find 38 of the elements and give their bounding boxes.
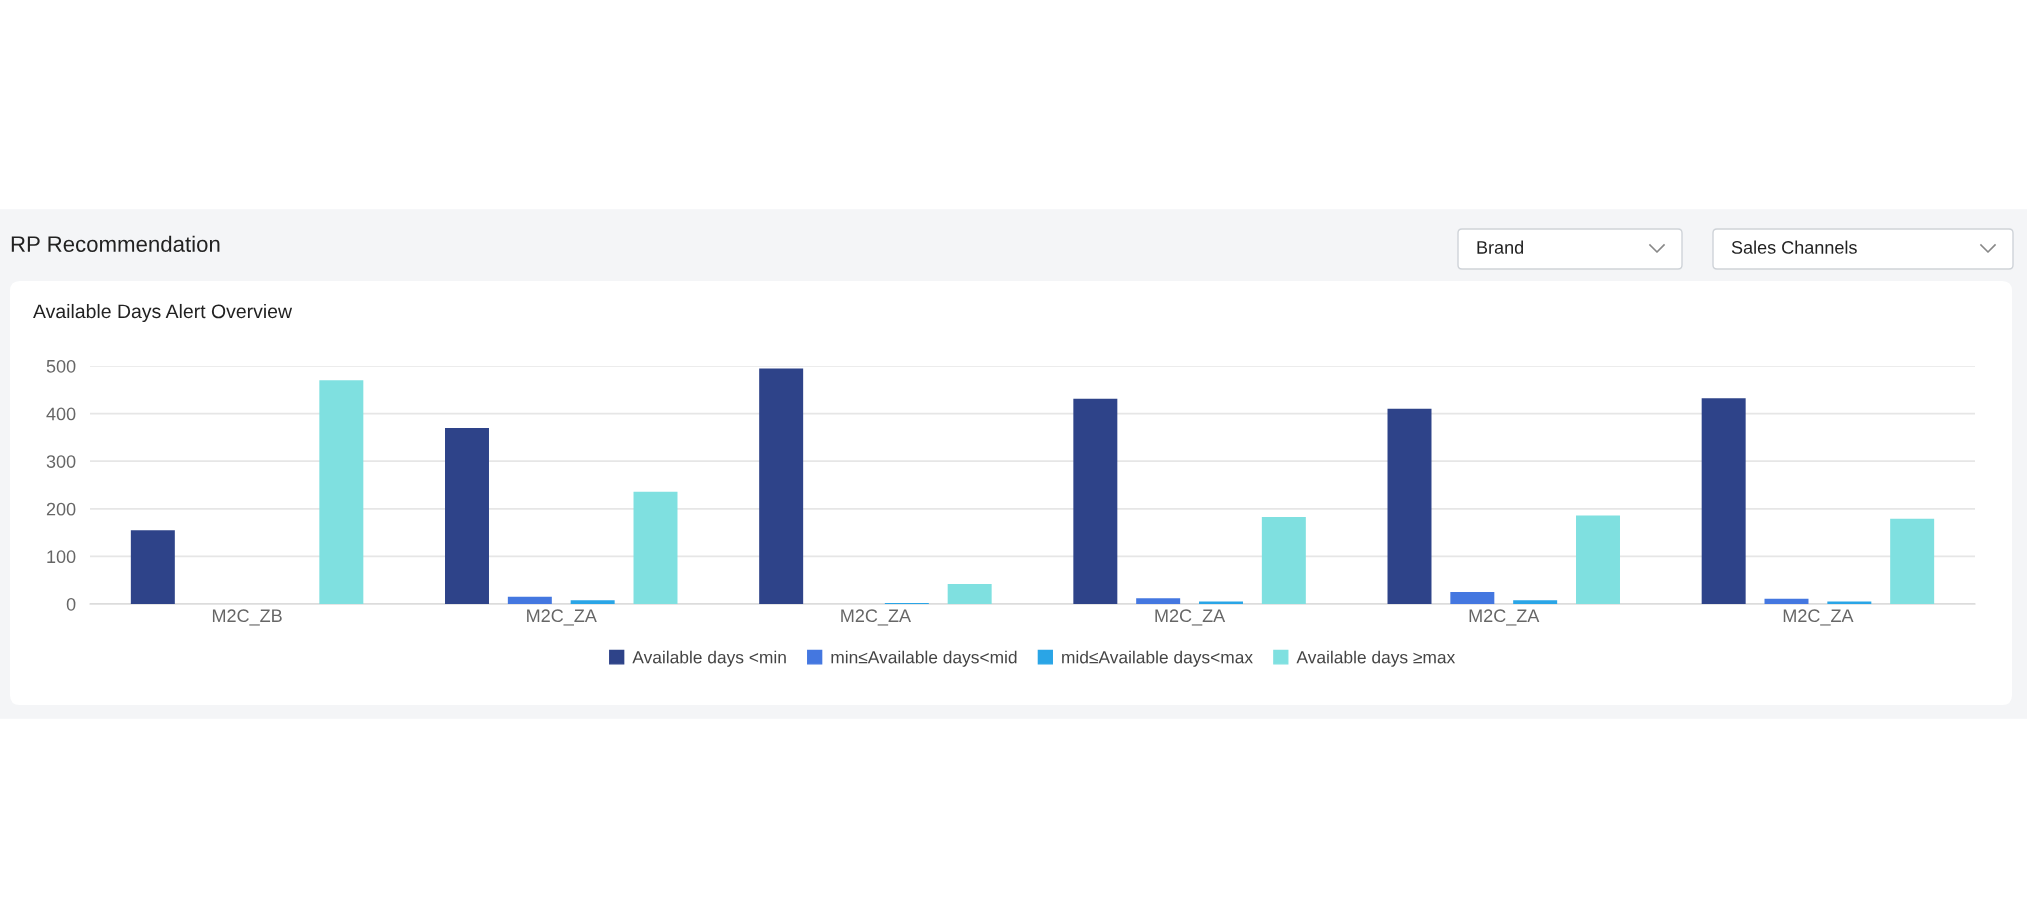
- y-tick-label: 200: [46, 502, 76, 516]
- bar: [947, 584, 992, 604]
- bar: [319, 380, 364, 604]
- y-tick-label: 0: [66, 597, 76, 611]
- bar: [570, 600, 615, 604]
- bar: [633, 491, 678, 604]
- bar: [1764, 598, 1809, 604]
- chart-title: Available Days Alert Overview: [33, 303, 293, 323]
- y-tick-label: 300: [46, 455, 76, 468]
- x-tick-label: M2C_ZA: [527, 609, 597, 626]
- bar: [1513, 600, 1558, 604]
- bar: [445, 427, 489, 604]
- bar: [1890, 518, 1935, 604]
- legend-label: Available days ≥max: [1296, 650, 1456, 667]
- y-tick-label: 500: [46, 359, 76, 373]
- text: Brand: [1477, 240, 1524, 254]
- bar: [1387, 408, 1432, 604]
- x-tick-label: M2C_ZA: [1469, 609, 1540, 626]
- x-tick-label: M2C_ZA: [1155, 609, 1226, 626]
- bar: [1136, 598, 1181, 604]
- bar: [507, 596, 552, 604]
- y-tick-label: 400: [46, 407, 76, 421]
- legend-label: mid≤Available days<max: [1062, 650, 1253, 667]
- bar: [1073, 398, 1118, 604]
- x-tick-label: M2C_ZA: [841, 609, 911, 626]
- bar: [1450, 592, 1495, 604]
- y-tick-label: 100: [47, 550, 76, 564]
- legend-label: Available days <min: [632, 650, 786, 667]
- bar: [1261, 516, 1306, 604]
- bar: [130, 530, 175, 604]
- bar: [1576, 515, 1620, 604]
- text: Sales Channels: [1731, 240, 1857, 254]
- x-tick-label: M2C_ZB: [212, 609, 282, 626]
- bar: [1701, 398, 1746, 604]
- legend-label: min≤Available days<mid: [831, 650, 1017, 667]
- text: RP Recommendation: [11, 235, 220, 252]
- x-tick-label: M2C_ZA: [1783, 609, 1854, 626]
- bar: [759, 368, 804, 604]
